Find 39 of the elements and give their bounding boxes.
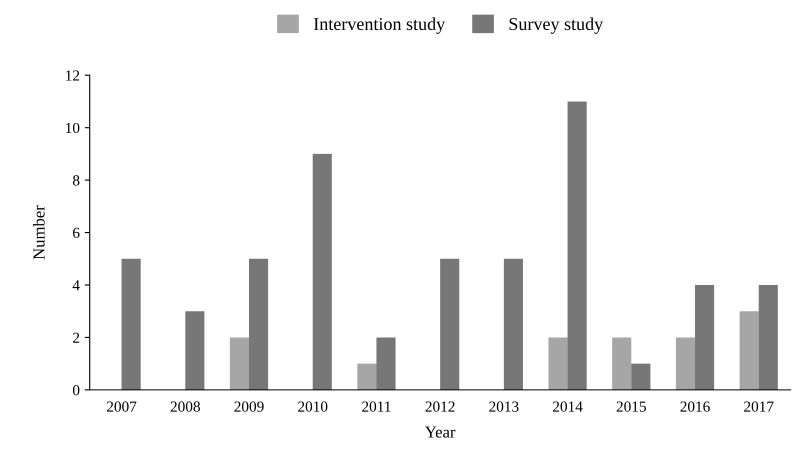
x-tick-label: 2015	[616, 401, 646, 412]
bar	[758, 285, 778, 390]
x-tick-label: 2012	[426, 401, 455, 412]
x-tick-label: 2017	[744, 401, 774, 412]
bar	[312, 154, 332, 390]
x-tick-label: 2011	[362, 401, 391, 412]
x-tick-label: 2008	[170, 401, 200, 412]
x-tick-label: 2007	[106, 401, 136, 412]
bar	[548, 337, 568, 390]
x-tick-label: 2016	[680, 401, 710, 412]
bar	[440, 258, 460, 390]
x-tick-label: 2013	[489, 401, 519, 412]
y-tick-label: 6	[73, 228, 80, 238]
legend-label: Intervention study	[314, 17, 446, 34]
legend-label: Survey study	[510, 17, 604, 34]
y-tick-label: 4	[72, 280, 80, 290]
x-axis-title: Year	[424, 426, 456, 438]
bar	[185, 311, 204, 390]
bar	[568, 101, 587, 390]
bar	[357, 364, 376, 390]
y-tick-label: 2	[73, 332, 80, 343]
y-tick-label: 12	[66, 70, 80, 81]
bar	[249, 258, 268, 390]
x-tick-label: 2010	[298, 401, 328, 412]
x-tick-label: 2009	[234, 401, 264, 412]
y-axis-title: Number	[32, 205, 45, 260]
bar	[676, 337, 696, 390]
bar	[631, 364, 650, 390]
y-tick-label: 0	[72, 385, 80, 396]
bar	[230, 337, 249, 390]
bar	[376, 337, 396, 390]
bar	[122, 258, 141, 390]
bar	[612, 337, 632, 390]
y-tick-label: 8	[72, 175, 80, 186]
bar	[695, 285, 714, 390]
bar	[504, 258, 523, 390]
x-tick-label: 2014	[552, 401, 583, 412]
bar	[740, 311, 759, 390]
y-tick-label: 10	[66, 122, 80, 134]
